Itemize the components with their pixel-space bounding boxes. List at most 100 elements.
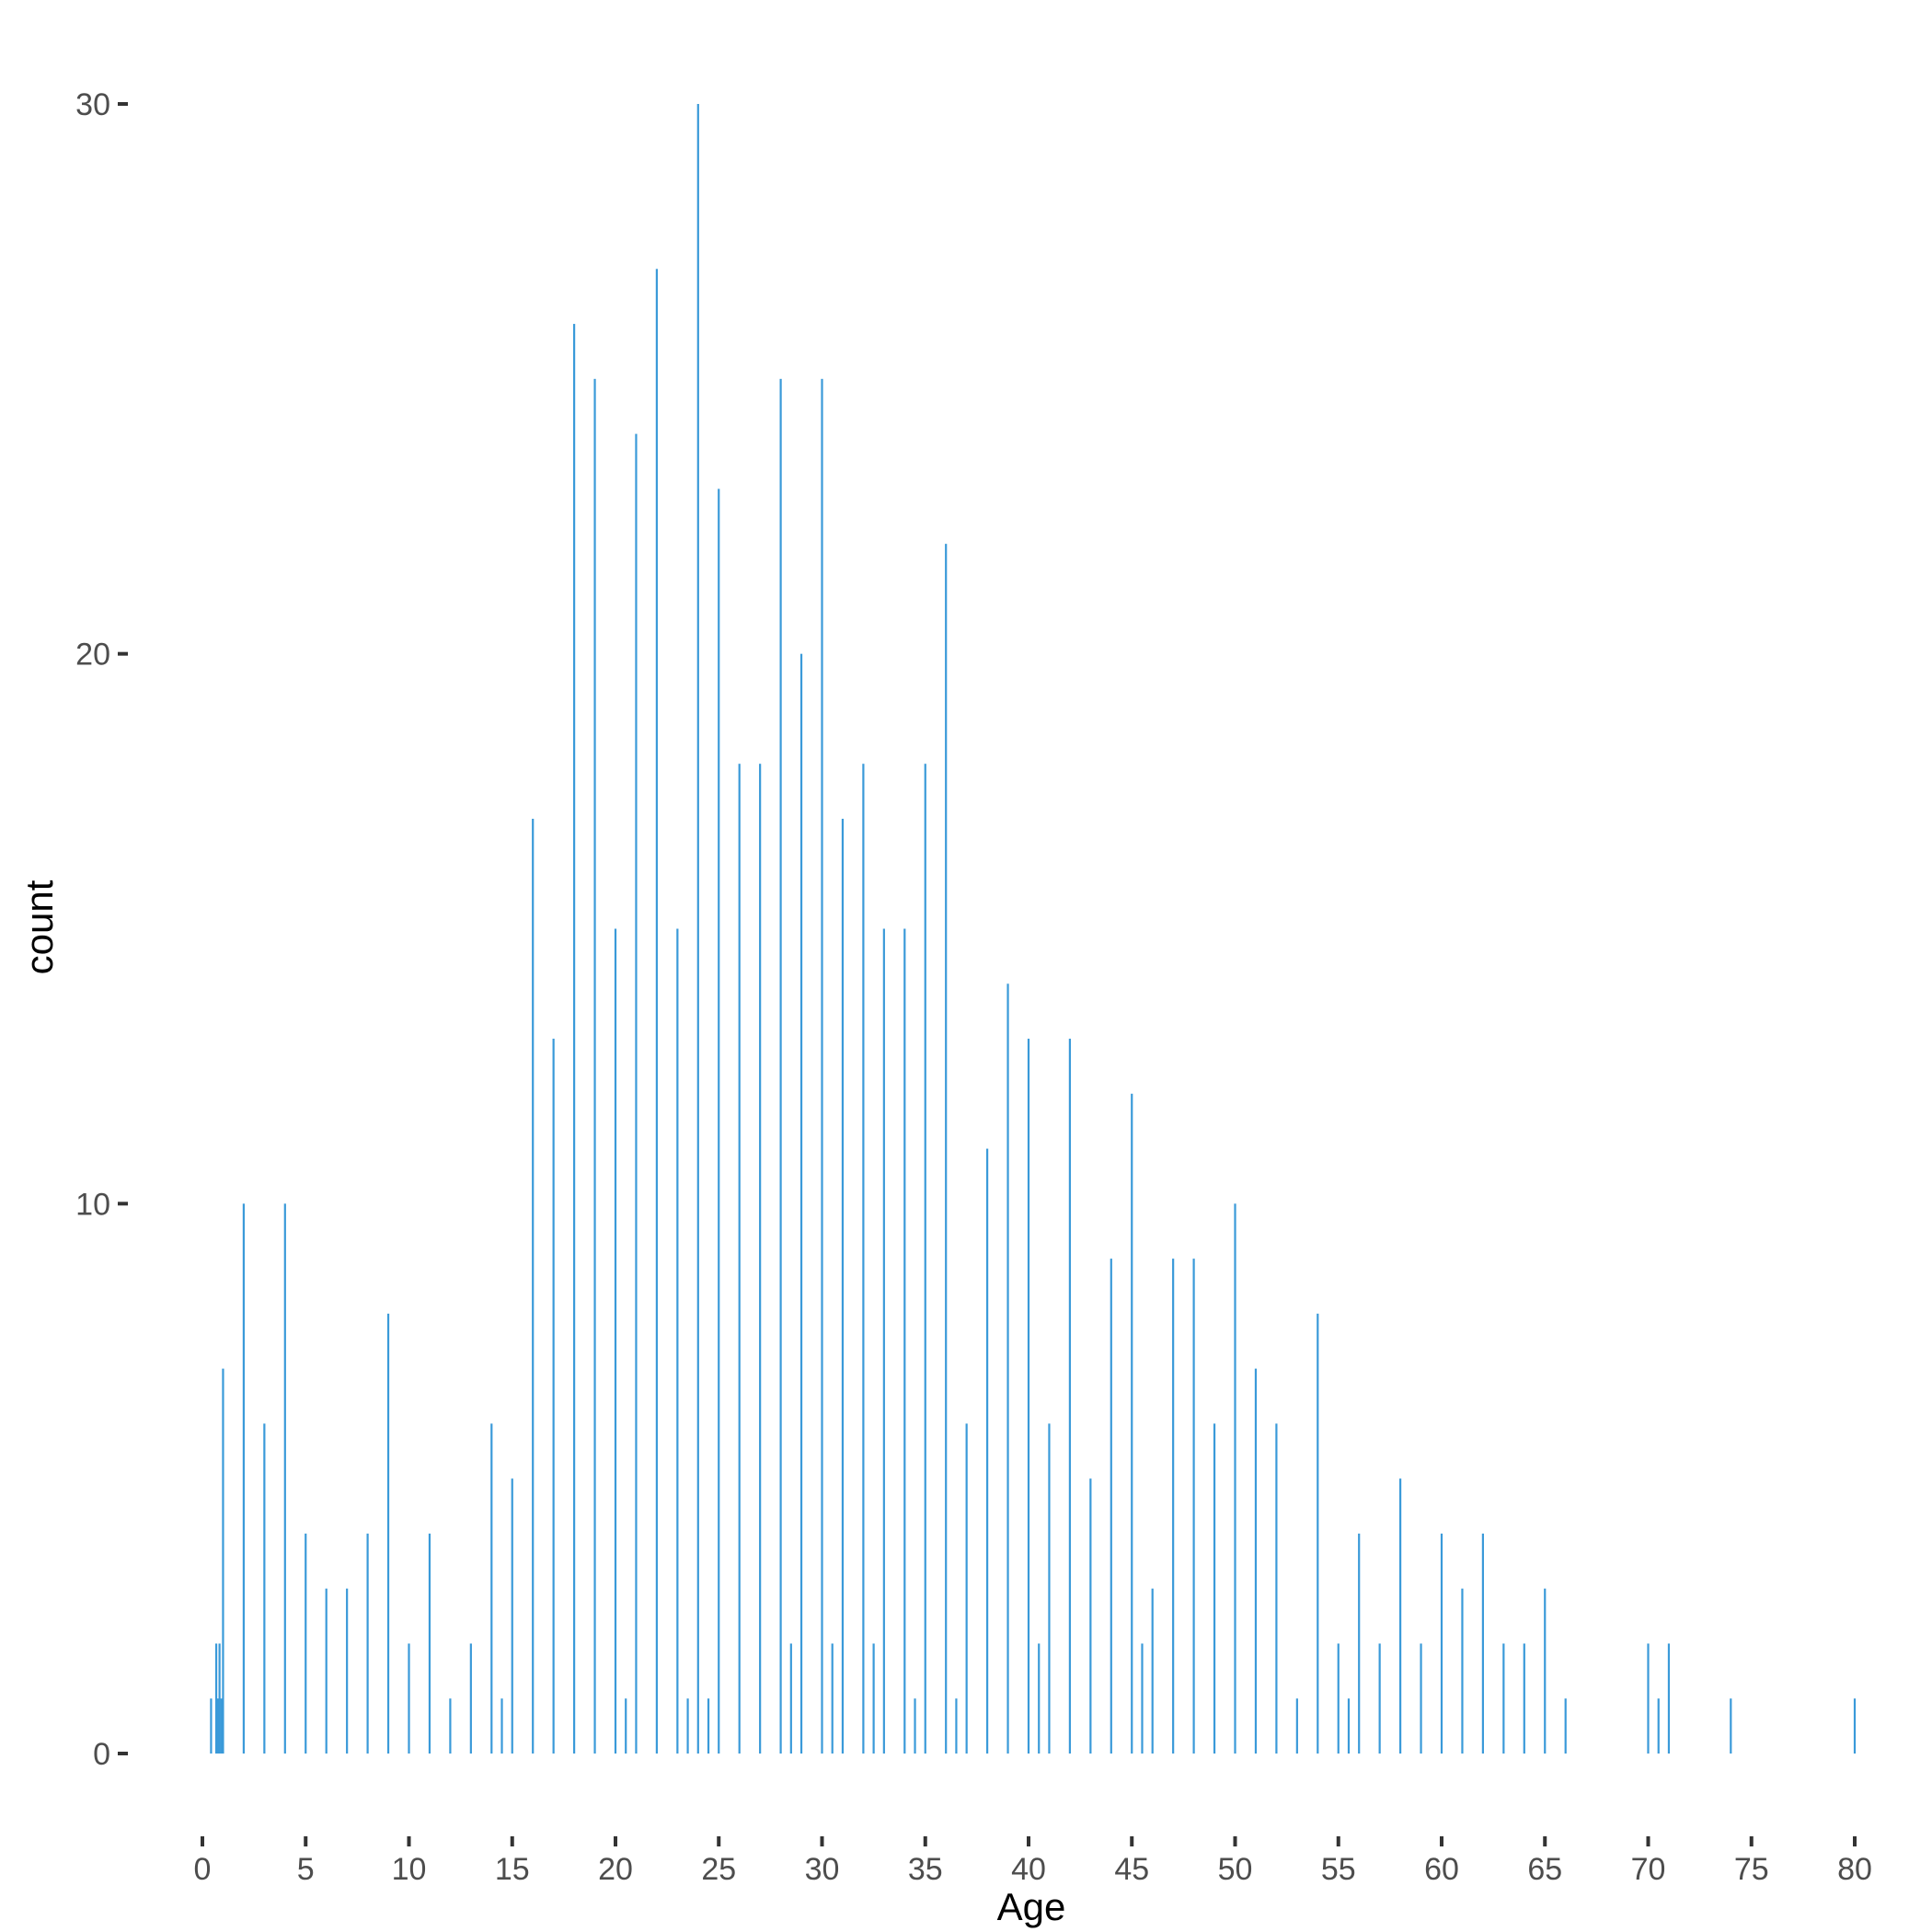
bar-age-39 [1006,983,1009,1754]
bar-age-30 [821,378,823,1754]
bar-age-38 [986,1148,989,1754]
bar-age-19 [593,378,596,1754]
bar-age-49 [1213,1423,1216,1754]
bar-age-41 [1048,1423,1051,1754]
bar-age-36_5 [955,1698,958,1754]
bar-age-11 [428,1533,431,1754]
bar-age-0_42 [210,1698,213,1754]
bar-age-34_5 [914,1698,916,1754]
bar-age-26 [738,764,741,1754]
bar-age-9 [386,1313,390,1754]
x-tick-label-70: 70 [1631,1852,1666,1887]
bar-age-23 [676,928,679,1754]
x-tick-label-50: 50 [1218,1852,1253,1887]
x-tick-label-65: 65 [1527,1852,1562,1887]
x-tick-label-80: 80 [1837,1852,1872,1887]
bar-age-70 [1647,1643,1650,1754]
bar-age-61 [1461,1588,1464,1754]
bar-age-33 [882,928,885,1754]
bar-age-3 [263,1423,266,1754]
bar-age-65 [1544,1588,1547,1754]
x-tick-label-10: 10 [392,1852,427,1887]
x-tick-label-45: 45 [1114,1852,1149,1887]
bar-age-31 [841,818,845,1754]
bar-age-24_5 [707,1698,710,1754]
bar-age-13 [469,1643,472,1754]
x-tick-label-75: 75 [1734,1852,1769,1887]
bar-age-32_5 [872,1643,875,1754]
bar-age-63 [1502,1643,1505,1754]
bar-age-15 [511,1478,513,1754]
bar-age-1 [222,1368,224,1754]
x-tick-label-60: 60 [1424,1852,1459,1887]
bar-age-50 [1234,1203,1236,1754]
bar-age-34 [903,928,906,1754]
bar-age-59 [1420,1643,1422,1754]
bar-age-10 [408,1643,410,1754]
bar-age-45_5 [1141,1643,1144,1754]
bar-age-7 [346,1588,349,1754]
bar-age-21 [635,433,638,1754]
bar-age-74 [1730,1698,1732,1754]
bar-age-45 [1131,1093,1133,1754]
bar-age-80 [1853,1698,1857,1754]
bar-age-18 [573,324,576,1754]
x-tick-label-40: 40 [1011,1852,1046,1887]
bar-age-58 [1399,1478,1402,1754]
bar-age-32 [862,764,865,1754]
bar-age-14_5 [500,1698,503,1754]
bar-age-28_5 [789,1643,792,1754]
bar-age-22 [655,269,658,1754]
bar-age-29 [799,653,803,1754]
bar-age-71 [1667,1643,1671,1754]
bar-age-37 [965,1423,968,1754]
bar-age-28 [779,378,782,1754]
bar-age-66 [1564,1698,1567,1754]
bar-age-20 [614,928,617,1754]
bar-age-46 [1151,1588,1154,1754]
x-tick-label-5: 5 [297,1852,315,1887]
bar-age-30_5 [831,1643,834,1754]
x-axis-title: Age [997,1885,1066,1928]
bar-age-64 [1523,1643,1525,1754]
x-axis: 0 5 10 15 20 25 30 35 40 45 50 55 60 65 70 75 80 [194,1836,1872,1887]
bar-age-6 [325,1588,328,1754]
bar-age-48 [1192,1259,1195,1754]
bar-age-60 [1440,1533,1443,1754]
bar-age-0_83 [218,1643,221,1754]
x-tick-label-15: 15 [495,1852,530,1887]
x-tick-label-30: 30 [805,1852,840,1887]
bar-age-17 [552,1039,555,1754]
bar-age-0_75 [216,1698,219,1754]
bar-age-0_67 [214,1643,218,1754]
y-tick-label-30: 30 [75,87,110,122]
bar-age-42 [1068,1039,1071,1754]
bar-age-53 [1295,1698,1298,1754]
bar-age-4 [283,1203,286,1754]
bar-age-51 [1254,1368,1258,1754]
bar-age-57 [1378,1643,1381,1754]
bar-age-5 [305,1533,307,1754]
y-tick-label-0: 0 [93,1737,110,1772]
bar-age-14 [490,1423,493,1754]
bar-age-12 [449,1698,452,1754]
bar-age-44 [1110,1259,1112,1754]
bars-group [210,104,1857,1754]
bar-age-40 [1027,1039,1030,1754]
bar-age-54 [1317,1313,1319,1754]
x-tick-label-25: 25 [701,1852,736,1887]
bar-age-56 [1358,1533,1361,1754]
x-tick-label-20: 20 [598,1852,633,1887]
bar-age-40_5 [1038,1643,1041,1754]
bar-age-55 [1337,1643,1340,1754]
bar-age-70_5 [1657,1698,1660,1754]
bar-age-47 [1172,1259,1175,1754]
bar-age-8 [366,1533,369,1754]
bar-age-62 [1481,1533,1484,1754]
y-tick-label-10: 10 [75,1187,110,1222]
bar-age-20_5 [625,1698,627,1754]
bar-age-35 [924,764,926,1754]
x-tick-label-0: 0 [194,1852,212,1887]
bar-age-2 [242,1203,245,1754]
